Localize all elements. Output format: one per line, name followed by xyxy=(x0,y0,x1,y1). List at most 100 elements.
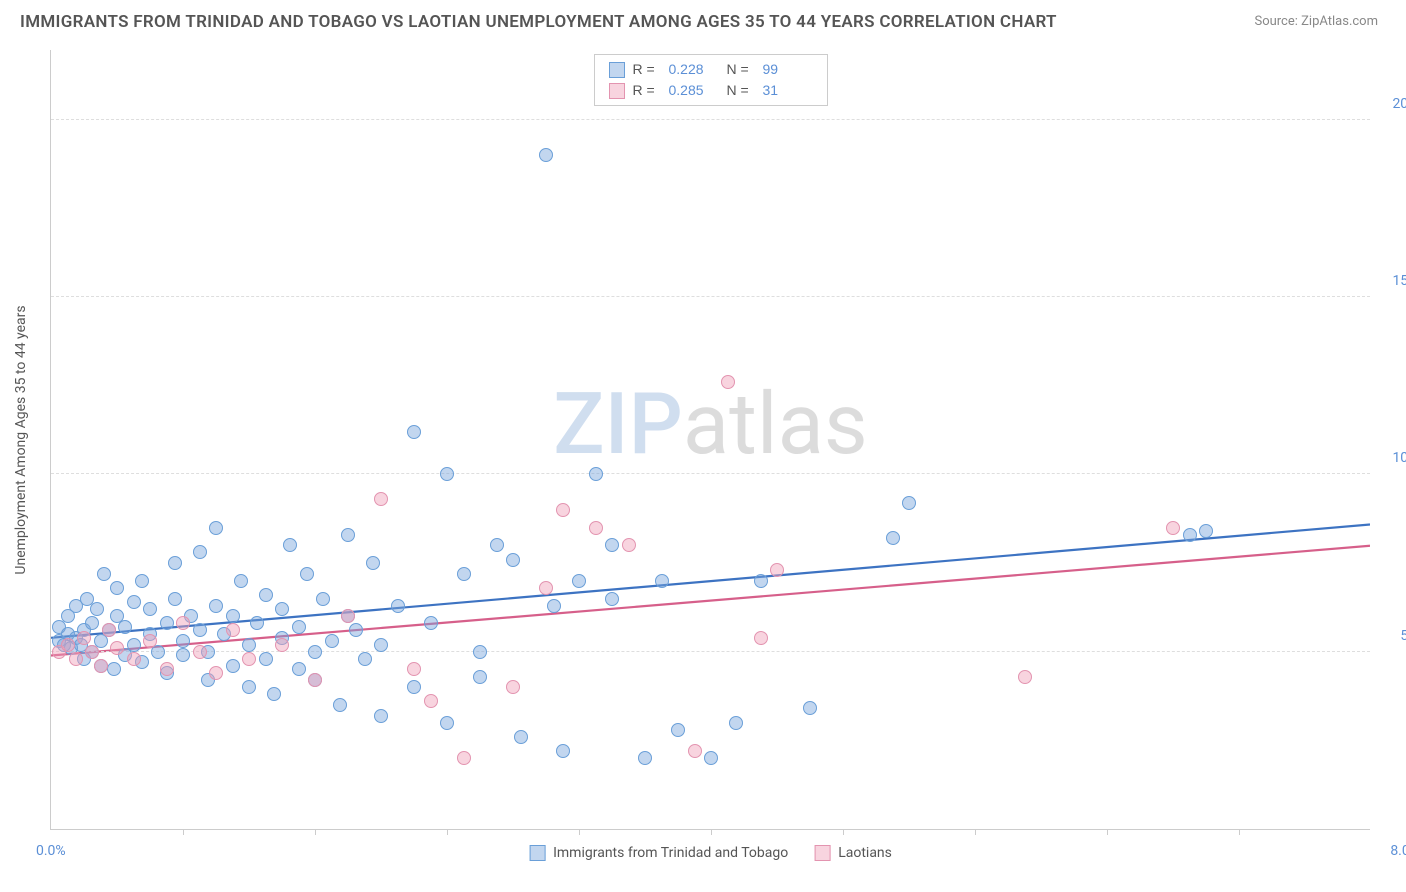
scatter-point xyxy=(316,592,330,606)
scatter-point xyxy=(160,616,174,630)
x-tick-mark xyxy=(183,829,184,835)
scatter-point xyxy=(424,694,438,708)
scatter-point xyxy=(374,492,388,506)
x-axis-min-label: 0.0% xyxy=(36,843,66,859)
scatter-point xyxy=(226,609,240,623)
scatter-point xyxy=(547,599,561,613)
scatter-point xyxy=(267,687,281,701)
legend-swatch-1 xyxy=(609,83,625,99)
scatter-point xyxy=(374,638,388,652)
scatter-point xyxy=(514,730,528,744)
scatter-point xyxy=(902,496,916,510)
scatter-point xyxy=(1199,524,1213,538)
correlation-legend: R = 0.228 N = 99 R = 0.285 N = 31 xyxy=(594,54,828,106)
scatter-point xyxy=(61,638,75,652)
legend-label-0: Immigrants from Trinidad and Tobago xyxy=(553,845,788,861)
scatter-point xyxy=(655,574,669,588)
scatter-point xyxy=(729,716,743,730)
scatter-point xyxy=(176,634,190,648)
x-tick-mark xyxy=(315,829,316,835)
scatter-point xyxy=(622,538,636,552)
scatter-point xyxy=(292,662,306,676)
scatter-point xyxy=(275,638,289,652)
scatter-point xyxy=(506,680,520,694)
scatter-point xyxy=(325,634,339,648)
scatter-point xyxy=(366,556,380,570)
scatter-point xyxy=(407,662,421,676)
scatter-point xyxy=(209,599,223,613)
scatter-point xyxy=(77,631,91,645)
gridline xyxy=(51,296,1370,297)
scatter-point xyxy=(69,652,83,666)
gridline xyxy=(51,473,1370,474)
scatter-point xyxy=(1018,670,1032,684)
scatter-point xyxy=(168,592,182,606)
scatter-point xyxy=(490,538,504,552)
scatter-point xyxy=(292,620,306,634)
y-tick-label: 5.0% xyxy=(1375,628,1406,644)
scatter-point xyxy=(226,659,240,673)
scatter-point xyxy=(176,648,190,662)
scatter-point xyxy=(85,645,99,659)
legend-bottom-swatch-1 xyxy=(814,845,830,861)
x-tick-mark xyxy=(843,829,844,835)
scatter-point xyxy=(275,602,289,616)
scatter-point xyxy=(308,645,322,659)
scatter-point xyxy=(259,588,273,602)
scatter-point xyxy=(341,528,355,542)
scatter-point xyxy=(308,673,322,687)
x-axis-max-label: 8.0% xyxy=(1390,843,1406,859)
x-tick-mark xyxy=(975,829,976,835)
scatter-point xyxy=(440,467,454,481)
scatter-point xyxy=(605,592,619,606)
scatter-point xyxy=(234,574,248,588)
scatter-point xyxy=(457,751,471,765)
scatter-point xyxy=(127,638,141,652)
trend-lines xyxy=(51,50,1370,829)
scatter-point xyxy=(242,652,256,666)
watermark: ZIPatlas xyxy=(553,374,867,474)
scatter-point xyxy=(242,680,256,694)
scatter-point xyxy=(358,652,372,666)
scatter-point xyxy=(539,581,553,595)
legend-row-series-0: R = 0.228 N = 99 xyxy=(609,59,813,80)
y-tick-label: 20.0% xyxy=(1375,96,1406,112)
series-legend: Immigrants from Trinidad and Tobago Laot… xyxy=(529,845,892,861)
scatter-point xyxy=(473,670,487,684)
x-tick-mark xyxy=(579,829,580,835)
scatter-point xyxy=(90,602,104,616)
x-tick-mark xyxy=(1107,829,1108,835)
scatter-point xyxy=(638,751,652,765)
scatter-point xyxy=(110,641,124,655)
scatter-point xyxy=(556,744,570,758)
gridline xyxy=(51,119,1370,120)
source-label: Source: ZipAtlas.com xyxy=(1254,14,1378,29)
scatter-point xyxy=(127,595,141,609)
legend-item-1: Laotians xyxy=(814,845,892,861)
scatter-point xyxy=(671,723,685,737)
scatter-point xyxy=(440,716,454,730)
scatter-point xyxy=(556,503,570,517)
x-tick-mark xyxy=(711,829,712,835)
scatter-point xyxy=(135,574,149,588)
scatter-point xyxy=(688,744,702,758)
scatter-point xyxy=(374,709,388,723)
scatter-point xyxy=(85,616,99,630)
scatter-point xyxy=(589,467,603,481)
y-axis-label: Unemployment Among Ages 35 to 44 years xyxy=(13,305,29,574)
chart-title: IMMIGRANTS FROM TRINIDAD AND TOBAGO VS L… xyxy=(20,12,1057,32)
legend-swatch-0 xyxy=(609,62,625,78)
scatter-point xyxy=(209,666,223,680)
scatter-point xyxy=(572,574,586,588)
scatter-point xyxy=(1166,521,1180,535)
scatter-point xyxy=(1183,528,1197,542)
scatter-point xyxy=(391,599,405,613)
scatter-point xyxy=(341,609,355,623)
scatter-point xyxy=(127,652,141,666)
scatter-point xyxy=(242,638,256,652)
x-tick-mark xyxy=(447,829,448,835)
scatter-point xyxy=(754,574,768,588)
scatter-point xyxy=(94,659,108,673)
scatter-point xyxy=(97,567,111,581)
legend-bottom-swatch-0 xyxy=(529,845,545,861)
